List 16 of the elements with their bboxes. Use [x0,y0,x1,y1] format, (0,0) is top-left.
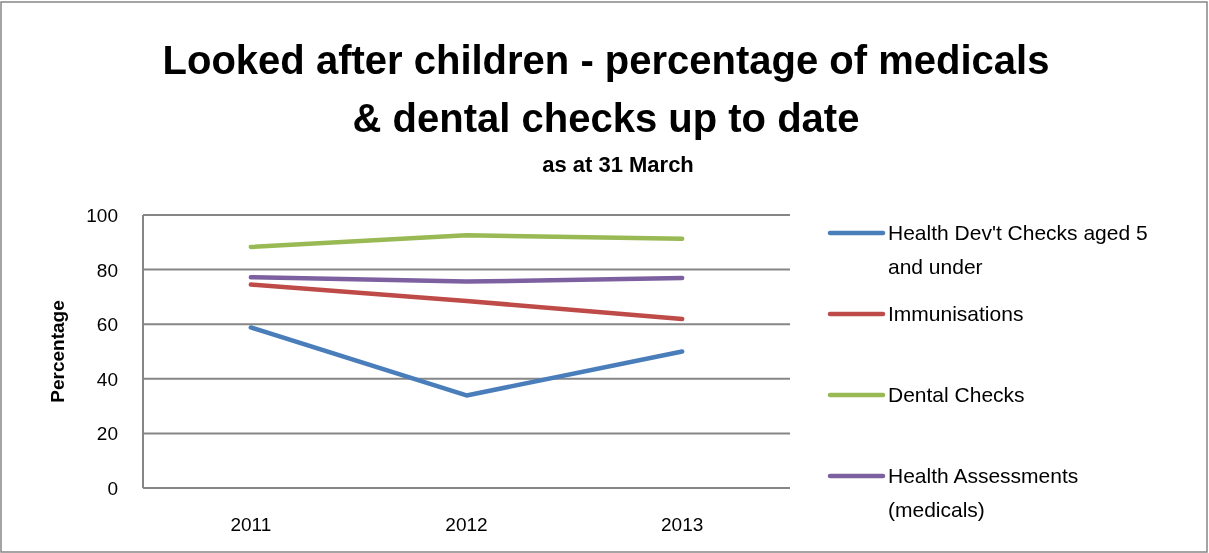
chart-title: Looked after children - percentage of medicals & dental checks up to date [162,38,1050,140]
x-tick-label: 2013 [661,514,704,535]
chart-subtitle: as at 31 March [542,152,694,177]
y-tick-label: 100 [86,205,118,226]
y-tick-label: 0 [107,478,118,499]
y-tick-label: 40 [96,368,118,390]
y-axis-title: Percentage [47,300,68,403]
legend-label: Immunisations [888,302,1024,325]
y-tick-label: 60 [96,314,118,336]
x-tick-label: 2012 [445,514,488,535]
legend-label: Health Assessments (medicals) [888,464,1079,521]
y-tick-label: 80 [96,259,118,281]
legend-label: Dental Checks [888,383,1025,406]
y-tick-label: 20 [96,423,118,445]
legend-label: Health Dev't Checks aged 5 and under [888,221,1148,278]
x-tick-label: 2011 [230,514,272,535]
